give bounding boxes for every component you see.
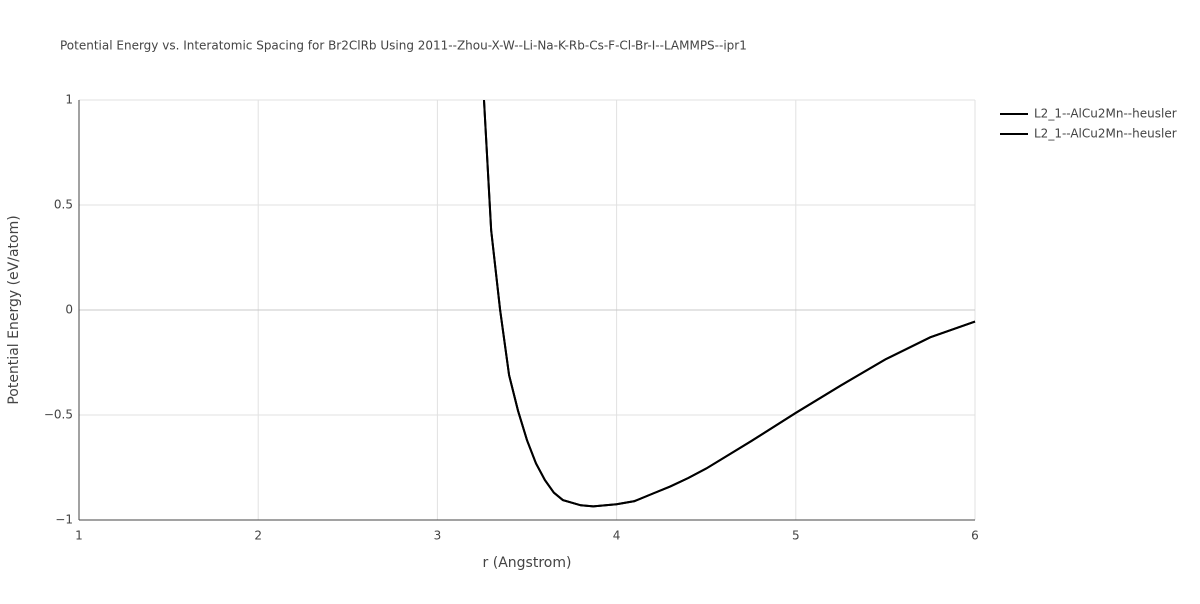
- y-tick-label: −0.5: [44, 408, 73, 422]
- y-tick-label: 0: [65, 303, 73, 317]
- x-tick-label: 6: [971, 529, 979, 543]
- legend-label: L2_1--AlCu2Mn--heusler: [1034, 107, 1177, 121]
- x-tick-label: 5: [792, 529, 800, 543]
- line: [482, 99, 976, 508]
- y-tick-label: −1: [55, 513, 73, 527]
- y-tick-label: 1: [65, 93, 73, 107]
- x-tick-label: 1: [75, 529, 83, 543]
- x-axis-label: r (Angstrom): [483, 555, 572, 571]
- line: [482, 99, 976, 508]
- y-tick-label: 0.5: [54, 198, 73, 212]
- x-tick-label: 2: [254, 529, 262, 543]
- chart-title: Potential Energy vs. Interatomic Spacing…: [60, 39, 747, 53]
- x-tick-label: 4: [613, 529, 621, 543]
- legend-label: L2_1--AlCu2Mn--heusler: [1034, 127, 1177, 141]
- y-axis-label: Potential Energy (eV/atom): [6, 215, 22, 404]
- x-tick-label: 3: [434, 529, 442, 543]
